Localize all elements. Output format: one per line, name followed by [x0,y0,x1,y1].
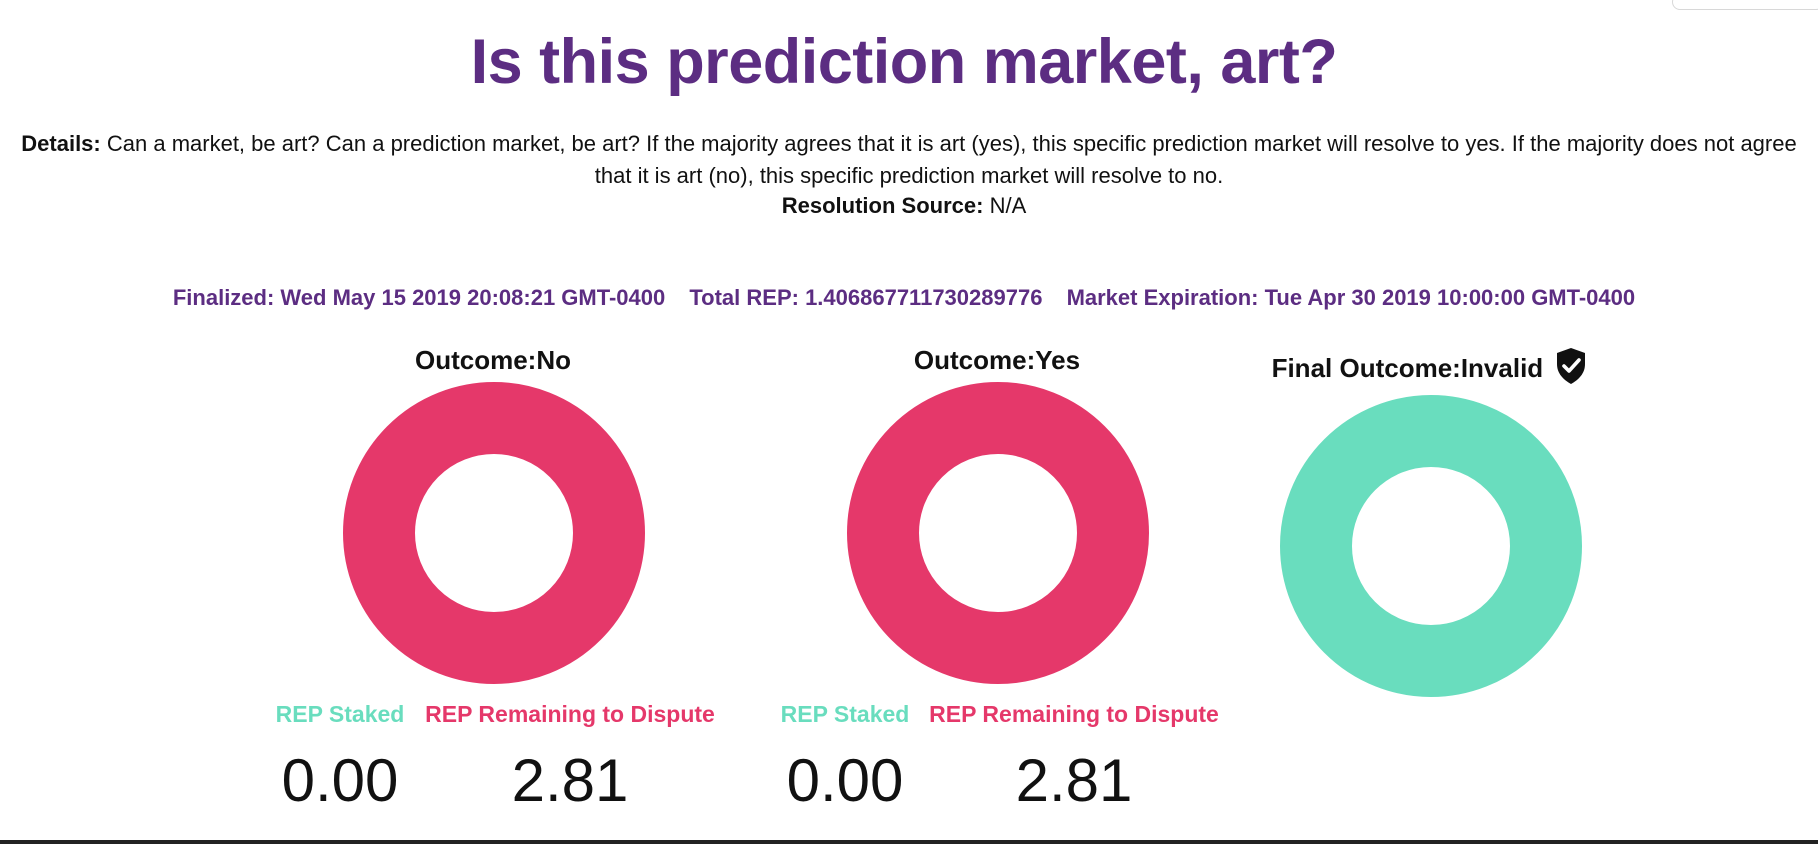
final-outcome-label: Final Outcome:Invalid [1272,353,1544,383]
outcome-no-staked-value: 0.00 [265,746,415,815]
final-outcome-title: Final Outcome:Invalid [1230,347,1630,385]
final-outcome-donut[interactable] [1279,394,1583,698]
finalized-date: Finalized: Wed May 15 2019 20:08:21 GMT-… [173,285,665,310]
outcome-no-remaining-label: REP Remaining to Dispute [420,701,720,728]
outcome-no-remaining-value: 2.81 [495,746,645,815]
verified-shield-check-icon [1554,347,1588,385]
outcome-yes-donut[interactable] [846,381,1150,685]
outcome-no-title: Outcome:No [343,345,643,376]
final-outcome-ring[interactable] [1316,431,1546,661]
resolution-source: Resolution Source: N/A [0,191,1808,221]
market-expiration: Market Expiration: Tue Apr 30 2019 10:00… [1067,285,1636,310]
bottom-divider [0,840,1818,844]
outcome-yes-remaining-value: 2.81 [999,746,1149,815]
details-text: Can a market, be art? Can a prediction m… [107,131,1797,188]
outcome-no-staked-label: REP Staked [265,701,415,728]
market-meta: Finalized: Wed May 15 2019 20:08:21 GMT-… [0,285,1808,311]
outcome-yes-staked-label: REP Staked [770,701,920,728]
corner-tab[interactable] [1672,0,1818,10]
outcome-no-ring[interactable] [379,418,609,648]
resolution-label: Resolution Source: [782,193,984,218]
outcome-yes-staked-value: 0.00 [770,746,920,815]
outcome-yes-ring[interactable] [883,418,1113,648]
outcome-yes-remaining-label: REP Remaining to Dispute [924,701,1224,728]
page-title: Is this prediction market, art? [0,26,1808,98]
market-details: Details: Can a market, be art? Can a pre… [14,128,1804,192]
details-label: Details: [21,131,100,156]
total-rep: Total REP: 1.406867711730289776 [689,285,1042,310]
outcome-yes-title: Outcome:Yes [847,345,1147,376]
resolution-value: N/A [990,193,1027,218]
outcome-no-donut[interactable] [342,381,646,685]
